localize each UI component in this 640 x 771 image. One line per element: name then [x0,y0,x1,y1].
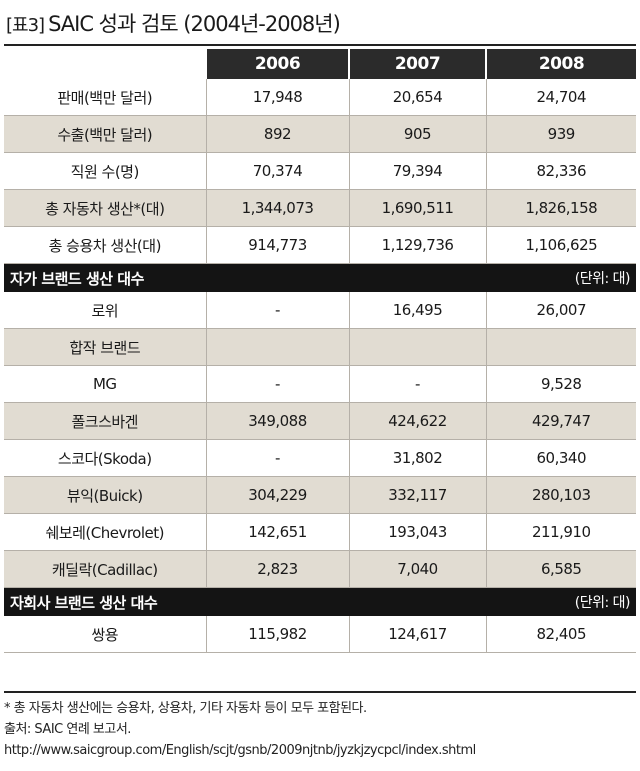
cell-value: 193,043 [348,513,486,551]
cell-value: 115,982 [205,616,349,653]
row-label: 직원 수(명) [4,152,206,190]
table-row: 폴크스바겐 349,088 424,622 429,747 [4,402,636,440]
bottom-rule [4,691,636,693]
cell-value: 1,129,736 [348,226,486,264]
cell-value: 60,340 [485,439,636,477]
cell-value: 939 [485,115,636,153]
cell-value: 304,229 [205,476,349,514]
cell-value: 892 [205,115,349,153]
table-row: MG - - 9,528 [4,365,636,403]
table-row: 스코다(Skoda) - 31,802 60,340 [4,439,636,477]
section-header: 자가 브랜드 생산 대수 (단위: 대) [4,263,636,292]
cell-value: 16,495 [348,292,486,329]
cell-value: 1,344,073 [205,189,349,227]
table-row: 쌍용 115,982 124,617 82,405 [4,616,636,653]
cell-value: 6,585 [485,550,636,588]
cell-value: 211,910 [485,513,636,551]
table-row: 캐딜락(Cadillac) 2,823 7,040 6,585 [4,550,636,588]
cell-value: 79,394 [348,152,486,190]
row-label: 스코다(Skoda) [4,439,206,477]
cell-value: 1,106,625 [485,226,636,264]
cell-value: 31,802 [348,439,486,477]
row-label: 뷰익(Buick) [4,476,206,514]
row-label: 합작 브랜드 [4,328,206,366]
table-row: 판매(백만 달러) 17,948 20,654 24,704 [4,79,636,116]
cell-value: 7,040 [348,550,486,588]
cell-value [348,328,486,366]
cell-value: 20,654 [348,79,486,116]
cell-value: 2,823 [205,550,349,588]
source-note: 출처: SAIC 연례 보고서. [4,722,131,737]
cell-value [205,328,349,366]
cell-value: - [205,365,349,403]
row-label: 총 자동차 생산*(대) [4,189,206,227]
cell-value: 9,528 [485,365,636,403]
source-url: http://www.saicgroup.com/English/scjt/gs… [4,743,476,758]
cell-value: 1,826,158 [485,189,636,227]
header-year: 2008 [485,49,636,79]
cell-value: 26,007 [485,292,636,329]
top-rule [4,44,636,46]
cell-value: 82,336 [485,152,636,190]
cell-value: - [348,365,486,403]
table-row: 쉐보레(Chevrolet) 142,651 193,043 211,910 [4,513,636,551]
row-label: 총 승용차 생산(대) [4,226,206,264]
header-corner [4,49,206,79]
row-label: 판매(백만 달러) [4,79,206,116]
row-label: 수출(백만 달러) [4,115,206,153]
header-year: 2007 [348,49,486,79]
cell-value: - [205,439,349,477]
table-number: [표3] [6,15,45,36]
table-row: 총 승용차 생산(대) 914,773 1,129,736 1,106,625 [4,226,636,264]
row-label: 캐딜락(Cadillac) [4,550,206,588]
table-title: [표3] SAIC 성과 검토 (2004년-2008년) [6,6,341,42]
table-title-text: SAIC 성과 검토 (2004년-2008년) [48,12,341,36]
table-row: 로위 - 16,495 26,007 [4,292,636,329]
header-row: 2006 2007 2008 [4,49,636,79]
table-row: 수출(백만 달러) 892 905 939 [4,115,636,153]
section-title: 자회사 브랜드 생산 대수 [4,587,349,616]
section-unit: (단위: 대) [349,587,636,616]
cell-value: 124,617 [348,616,486,653]
cell-value: 17,948 [205,79,349,116]
table-row: 직원 수(명) 70,374 79,394 82,336 [4,152,636,190]
row-label: 폴크스바겐 [4,402,206,440]
section-title: 자가 브랜드 생산 대수 [4,263,349,292]
performance-table: 2006 2007 2008 판매(백만 달러) 17,948 20,654 2… [4,49,636,653]
row-label: MG [4,365,206,403]
table-row: 뷰익(Buick) 304,229 332,117 280,103 [4,476,636,514]
cell-value: 905 [348,115,486,153]
row-label: 쌍용 [4,616,206,653]
cell-value: - [205,292,349,329]
footnote: * 총 자동차 생산에는 승용차, 상용차, 기타 자동차 등이 모두 포함된다… [4,701,367,716]
cell-value [485,328,636,366]
cell-value: 82,405 [485,616,636,653]
row-label: 로위 [4,292,206,329]
cell-value: 332,117 [348,476,486,514]
cell-value: 24,704 [485,79,636,116]
section-header: 자회사 브랜드 생산 대수 (단위: 대) [4,587,636,616]
cell-value: 424,622 [348,402,486,440]
cell-value: 914,773 [205,226,349,264]
row-label: 쉐보레(Chevrolet) [4,513,206,551]
table-row: 총 자동차 생산*(대) 1,344,073 1,690,511 1,826,1… [4,189,636,227]
cell-value: 1,690,511 [348,189,486,227]
cell-value: 142,651 [205,513,349,551]
cell-value: 280,103 [485,476,636,514]
cell-value: 429,747 [485,402,636,440]
section-unit: (단위: 대) [349,263,636,292]
table-row: 합작 브랜드 [4,328,636,366]
cell-value: 349,088 [205,402,349,440]
header-year: 2006 [205,49,349,79]
table-footer: * 총 자동차 생산에는 승용차, 상용차, 기타 자동차 등이 모두 포함된다… [4,698,636,761]
cell-value: 70,374 [205,152,349,190]
